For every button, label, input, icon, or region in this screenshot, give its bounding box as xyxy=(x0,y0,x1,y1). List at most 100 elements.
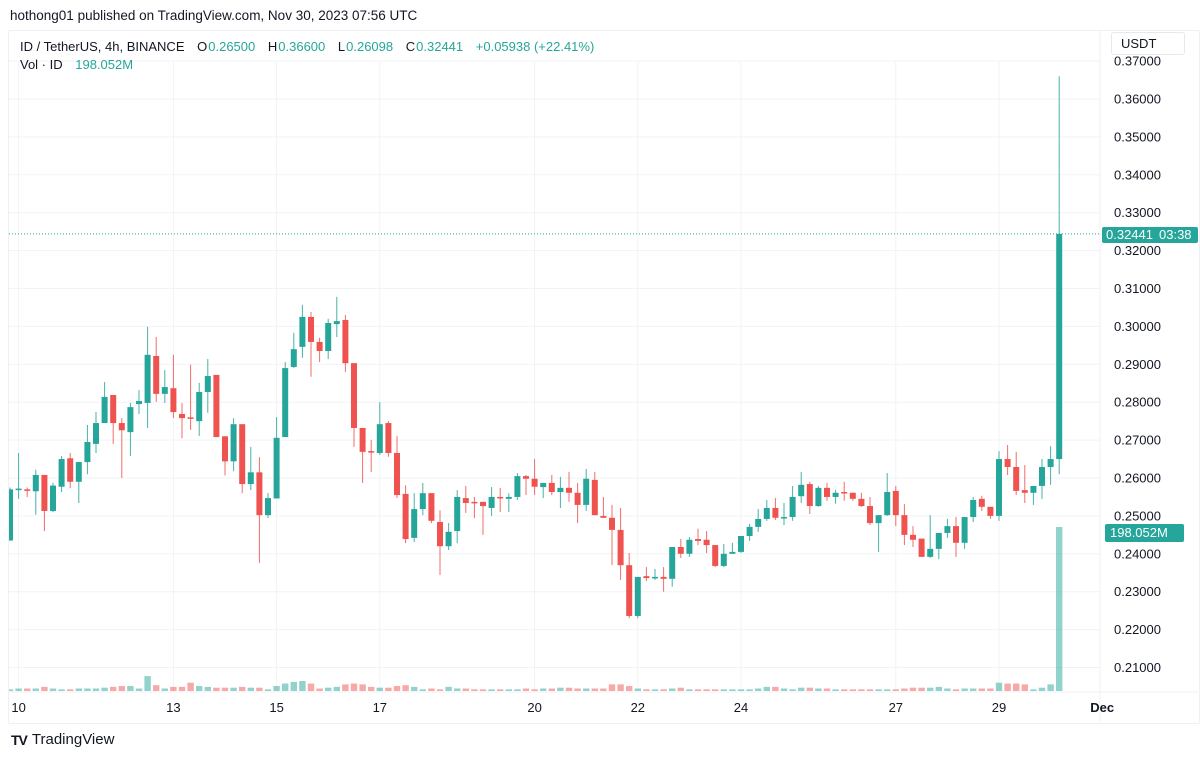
volume-bar xyxy=(669,688,676,691)
price-tick-label: 0.25000 xyxy=(1114,508,1161,523)
volume-bar xyxy=(583,688,590,691)
candle-up xyxy=(927,548,934,557)
candle-down xyxy=(523,476,529,479)
candle-down xyxy=(806,484,813,507)
candle-up xyxy=(136,401,142,405)
volume-bar xyxy=(84,688,91,691)
ohlc-row: ID / TetherUS, 4h, BINANCE O0.26500 H0.3… xyxy=(20,38,595,56)
candle-down xyxy=(462,498,469,504)
volume-bar xyxy=(256,687,263,691)
candle-up xyxy=(961,517,968,543)
volume-bar xyxy=(626,686,633,691)
candle-down xyxy=(368,451,375,453)
candle-down xyxy=(867,506,873,524)
tradingview-logo[interactable]: TV TradingView xyxy=(11,731,114,748)
volume-bar xyxy=(927,687,934,691)
candle-up xyxy=(376,424,383,453)
candle-up xyxy=(746,526,753,536)
time-axis[interactable]: 10 13 15 17 20 22 24 27 29 Dec xyxy=(11,700,1114,715)
candle-up xyxy=(669,546,676,579)
candle-down xyxy=(660,576,667,579)
close-value: 0.32441 xyxy=(416,39,464,54)
volume-bar xyxy=(780,688,788,691)
candle-up xyxy=(583,478,590,505)
candle-up xyxy=(93,423,99,444)
date-tick-label: Dec xyxy=(1090,700,1114,715)
candle-up xyxy=(196,391,203,422)
volume-bar xyxy=(522,688,530,691)
candle-up xyxy=(101,396,108,424)
candle-up xyxy=(505,496,512,499)
volume-bar xyxy=(901,688,908,691)
candle-up xyxy=(419,493,426,510)
price-tick-label: 0.21000 xyxy=(1114,660,1161,675)
volume-bar xyxy=(643,689,650,691)
candle-up xyxy=(798,484,805,497)
volume-bar xyxy=(230,687,237,691)
volume-bar xyxy=(815,688,822,691)
volume-bar xyxy=(178,686,186,691)
candle-down xyxy=(531,478,538,487)
candle-down xyxy=(394,452,400,496)
candle-up xyxy=(50,485,56,511)
date-tick-label: 20 xyxy=(527,700,541,715)
candle-up xyxy=(58,459,65,487)
candle-down xyxy=(849,492,856,499)
candles xyxy=(9,76,1063,619)
low-value: 0.26098 xyxy=(346,39,394,54)
volume-bar xyxy=(952,689,960,691)
candle-down xyxy=(41,474,48,511)
candle-down xyxy=(1013,467,1020,491)
symbol-info[interactable]: ID / TetherUS, 4h, BINANCE xyxy=(20,39,185,54)
volume-bar xyxy=(703,689,710,691)
candle-down xyxy=(858,498,865,507)
volume-bar xyxy=(325,687,332,691)
date-tick-label: 24 xyxy=(734,700,748,715)
volume-bar xyxy=(497,689,504,691)
price-tick-label: 0.28000 xyxy=(1114,395,1161,410)
candle-up xyxy=(540,482,547,488)
candle-up xyxy=(265,498,271,516)
volume-bar xyxy=(290,681,297,691)
volume-bar xyxy=(1047,684,1054,691)
volume-bar xyxy=(686,689,693,691)
candle-down xyxy=(987,506,994,516)
candle-down xyxy=(308,316,314,342)
candle-down xyxy=(67,458,74,482)
volume-bar xyxy=(428,688,435,691)
price-axis[interactable]: 0.21000 0.22000 0.23000 0.24000 0.25000 0.260… xyxy=(1114,54,1161,675)
candle-up xyxy=(686,539,693,554)
candle-down xyxy=(480,501,486,507)
volume-bar xyxy=(712,689,719,691)
volume-bar xyxy=(15,688,22,691)
volume-bar xyxy=(273,686,280,691)
candle-down xyxy=(574,492,581,505)
candle-down xyxy=(772,507,779,518)
volume-bar xyxy=(591,688,598,691)
volume-bar xyxy=(376,687,383,691)
volume-bar xyxy=(755,688,762,691)
tradingview-logo-icon: TV xyxy=(11,731,28,748)
date-tick-label: 17 xyxy=(373,700,387,715)
volume-bar xyxy=(995,682,1003,691)
price-tick-label: 0.30000 xyxy=(1114,319,1161,334)
volume-bar xyxy=(221,687,229,691)
candle-up xyxy=(944,526,951,533)
candle-up xyxy=(333,321,340,325)
candle-up xyxy=(32,474,39,492)
candle-up xyxy=(884,492,891,516)
volume-bar xyxy=(875,689,882,691)
price-tick-label: 0.32000 xyxy=(1114,243,1161,258)
candle-down xyxy=(617,529,624,566)
date-tick-label: 27 xyxy=(889,700,903,715)
volume-bar xyxy=(41,686,48,691)
candle-down xyxy=(359,427,366,452)
volume-bar xyxy=(565,687,573,691)
volume-bar xyxy=(909,687,917,691)
volume-bar xyxy=(1004,683,1011,691)
candle-up xyxy=(299,316,306,347)
candle-up xyxy=(1039,467,1045,486)
currency-button[interactable]: USDT xyxy=(1111,32,1185,55)
candle-down xyxy=(187,417,194,419)
